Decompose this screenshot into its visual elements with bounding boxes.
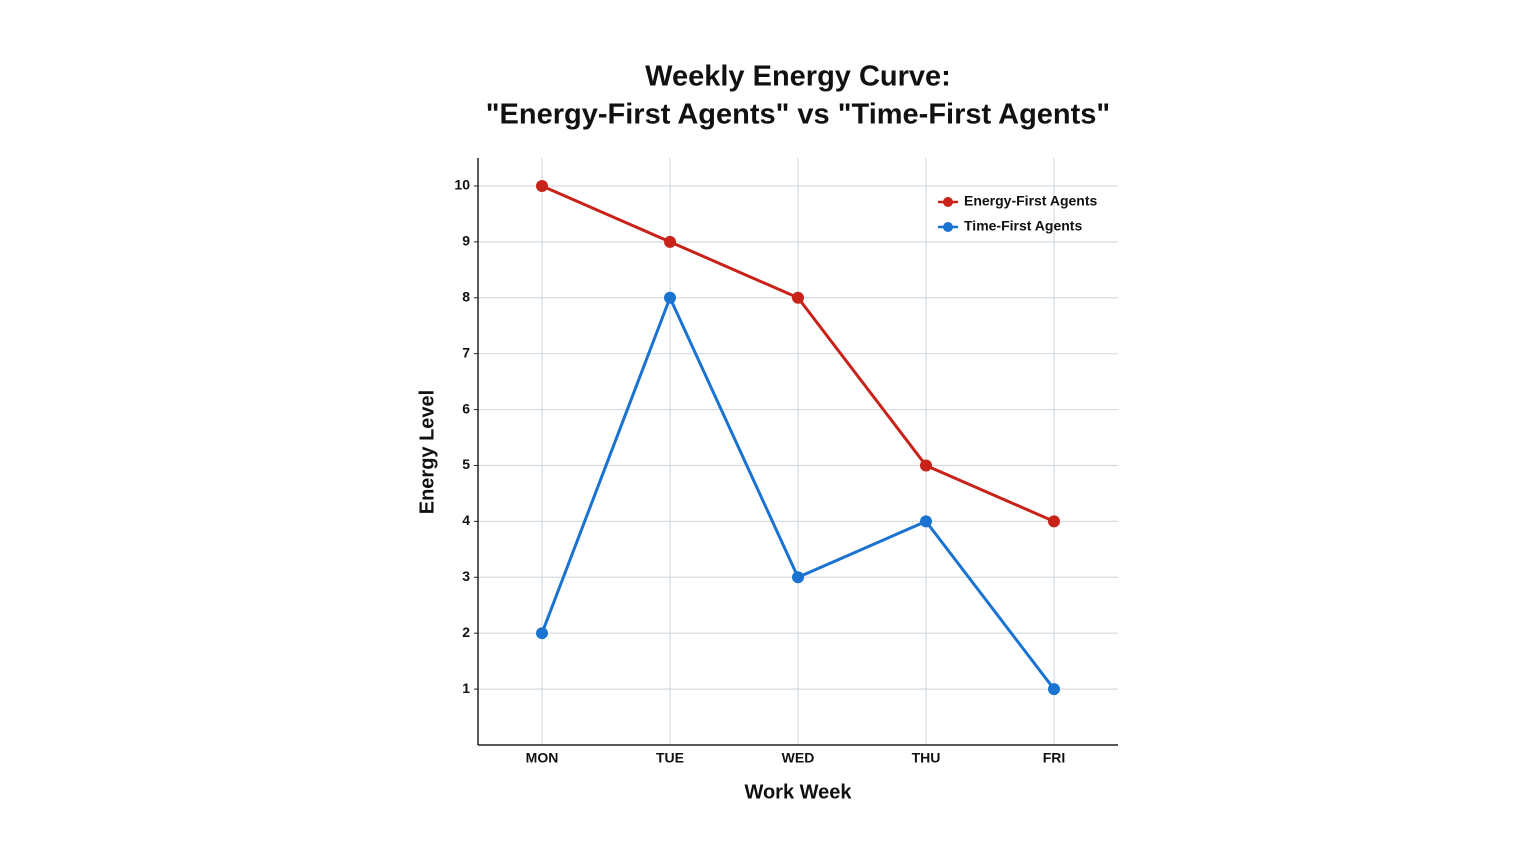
chart-title: Weekly Energy Curve: bbox=[645, 61, 951, 93]
y-tick-label: 10 bbox=[454, 177, 470, 193]
data-point bbox=[1048, 683, 1060, 696]
x-axis-title: Work Week bbox=[744, 781, 852, 803]
chart-title: "Energy-First Agents" vs "Time-First Age… bbox=[486, 99, 1110, 131]
x-tick-label: MON bbox=[526, 750, 559, 766]
x-tick-label: TUE bbox=[656, 750, 684, 766]
y-tick-label: 8 bbox=[462, 288, 470, 304]
legend-label: Energy-First Agents bbox=[964, 193, 1097, 209]
data-point bbox=[1048, 515, 1060, 528]
y-tick-label: 3 bbox=[462, 568, 470, 584]
y-tick-label: 2 bbox=[462, 624, 470, 640]
x-tick-label: WED bbox=[782, 750, 815, 766]
x-tick-label: FRI bbox=[1043, 750, 1066, 766]
y-tick-label: 9 bbox=[462, 233, 470, 249]
y-tick-label: 7 bbox=[462, 344, 470, 360]
legend-marker bbox=[943, 222, 953, 232]
legend-label: Time-First Agents bbox=[964, 218, 1082, 234]
data-point bbox=[792, 291, 804, 304]
y-tick-label: 6 bbox=[462, 400, 470, 416]
y-tick-label: 4 bbox=[462, 512, 470, 528]
y-tick-label: 1 bbox=[462, 680, 470, 696]
data-point bbox=[536, 627, 548, 640]
data-point bbox=[920, 459, 932, 472]
data-point bbox=[664, 291, 676, 304]
data-point bbox=[920, 515, 932, 528]
y-tick-label: 5 bbox=[462, 456, 470, 472]
y-axis-title: Energy Level bbox=[416, 390, 438, 515]
legend-marker bbox=[943, 197, 953, 207]
data-point bbox=[536, 179, 548, 192]
data-point bbox=[792, 571, 804, 584]
data-point bbox=[664, 235, 676, 248]
x-tick-label: THU bbox=[912, 750, 941, 766]
